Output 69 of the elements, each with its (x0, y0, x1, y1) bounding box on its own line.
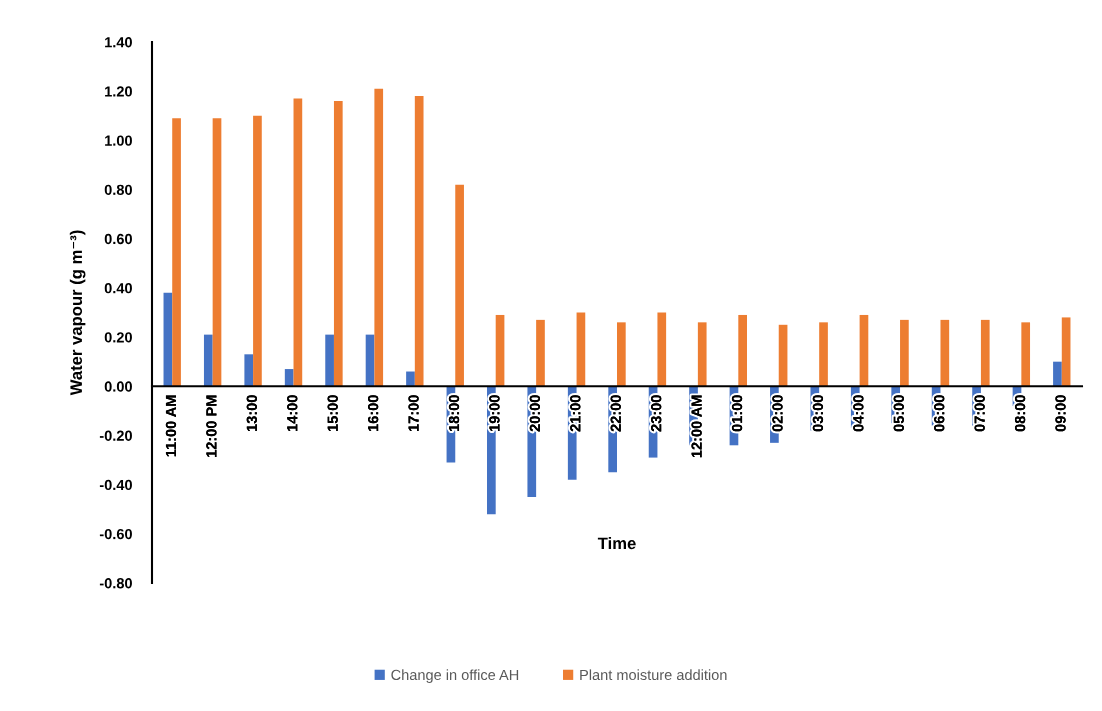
x-tick-label: 09:00 (1055, 395, 1066, 432)
x-tick-label: 08:00 (1014, 395, 1026, 432)
x-tick-label: 05:00 (893, 395, 904, 432)
bar (1021, 322, 1031, 387)
x-tick-label: 01:00 (731, 395, 743, 432)
x-axis-title: Time (597, 537, 636, 550)
y-tick-label: 0.80 (104, 184, 132, 195)
bar (900, 319, 909, 387)
y-tick-label: 0.40 (104, 283, 132, 294)
x-tick-label: 22:00 (610, 395, 621, 432)
bar (455, 184, 464, 387)
bar (738, 314, 747, 387)
y-tick-label: 1.00 (105, 135, 132, 146)
bar (576, 312, 586, 387)
x-tick-label: 06:00 (934, 395, 945, 432)
y-axis-title: Water vapour (g m⁻³) (69, 230, 86, 396)
y-tick-label: 0.60 (104, 233, 132, 245)
bar (212, 118, 222, 387)
bar (778, 324, 788, 387)
bar (253, 115, 262, 387)
bar (325, 334, 334, 387)
y-tick-label: 1.40 (105, 37, 132, 48)
bar (163, 292, 173, 387)
bar (657, 312, 667, 387)
y-tick-label: -0.60 (99, 528, 132, 540)
x-tick-label: 23:00 (651, 395, 662, 432)
x-tick-label: 18:00 (448, 395, 460, 431)
x-tick-label: 15:00 (327, 395, 338, 431)
bar (495, 314, 505, 387)
bar (536, 319, 545, 387)
bar (244, 354, 254, 387)
bar (1061, 317, 1071, 387)
x-tick-label: 17:00 (408, 395, 419, 431)
bar (333, 101, 343, 387)
y-tick-label: -0.20 (99, 430, 132, 441)
x-tick-label: 12:00 AM (691, 395, 702, 458)
bar (980, 319, 990, 387)
bar (940, 319, 950, 387)
y-tick-label: 0.20 (104, 332, 132, 343)
x-tick-label: 02:00 (772, 395, 783, 432)
x-tick-label: 04:00 (853, 395, 864, 432)
y-tick-label: 1.20 (105, 86, 132, 97)
bar (172, 118, 181, 387)
bar (414, 96, 424, 387)
x-tick-label: 12:00 PM (206, 395, 217, 457)
legend-label: Change in office AH (391, 669, 519, 683)
x-tick-label: 14:00 (287, 395, 298, 431)
bar (374, 88, 384, 387)
x-tick-label: 07:00 (974, 395, 985, 432)
x-tick-label: 19:00 (489, 395, 500, 431)
x-tick-label: 11:00 AM (165, 395, 177, 457)
x-tick-label: 03:00 (812, 395, 824, 432)
y-tick-label: 0.00 (104, 381, 132, 392)
x-tick-label: 16:00 (367, 395, 379, 431)
bar (859, 314, 869, 387)
x-tick-label: 21:00 (570, 395, 581, 432)
bar (284, 369, 294, 387)
bar (697, 322, 707, 387)
bar (819, 322, 828, 387)
y-tick-label: -0.40 (99, 479, 132, 491)
legend-label: Plant moisture addition (580, 669, 727, 681)
x-tick-label: 13:00 (246, 395, 258, 431)
bar (293, 98, 303, 387)
x-tick-label: 20:00 (529, 395, 541, 432)
y-tick-label: -0.80 (99, 578, 132, 589)
bar (406, 371, 415, 387)
bar (1053, 361, 1062, 387)
bar (617, 322, 626, 387)
bar (203, 334, 213, 387)
